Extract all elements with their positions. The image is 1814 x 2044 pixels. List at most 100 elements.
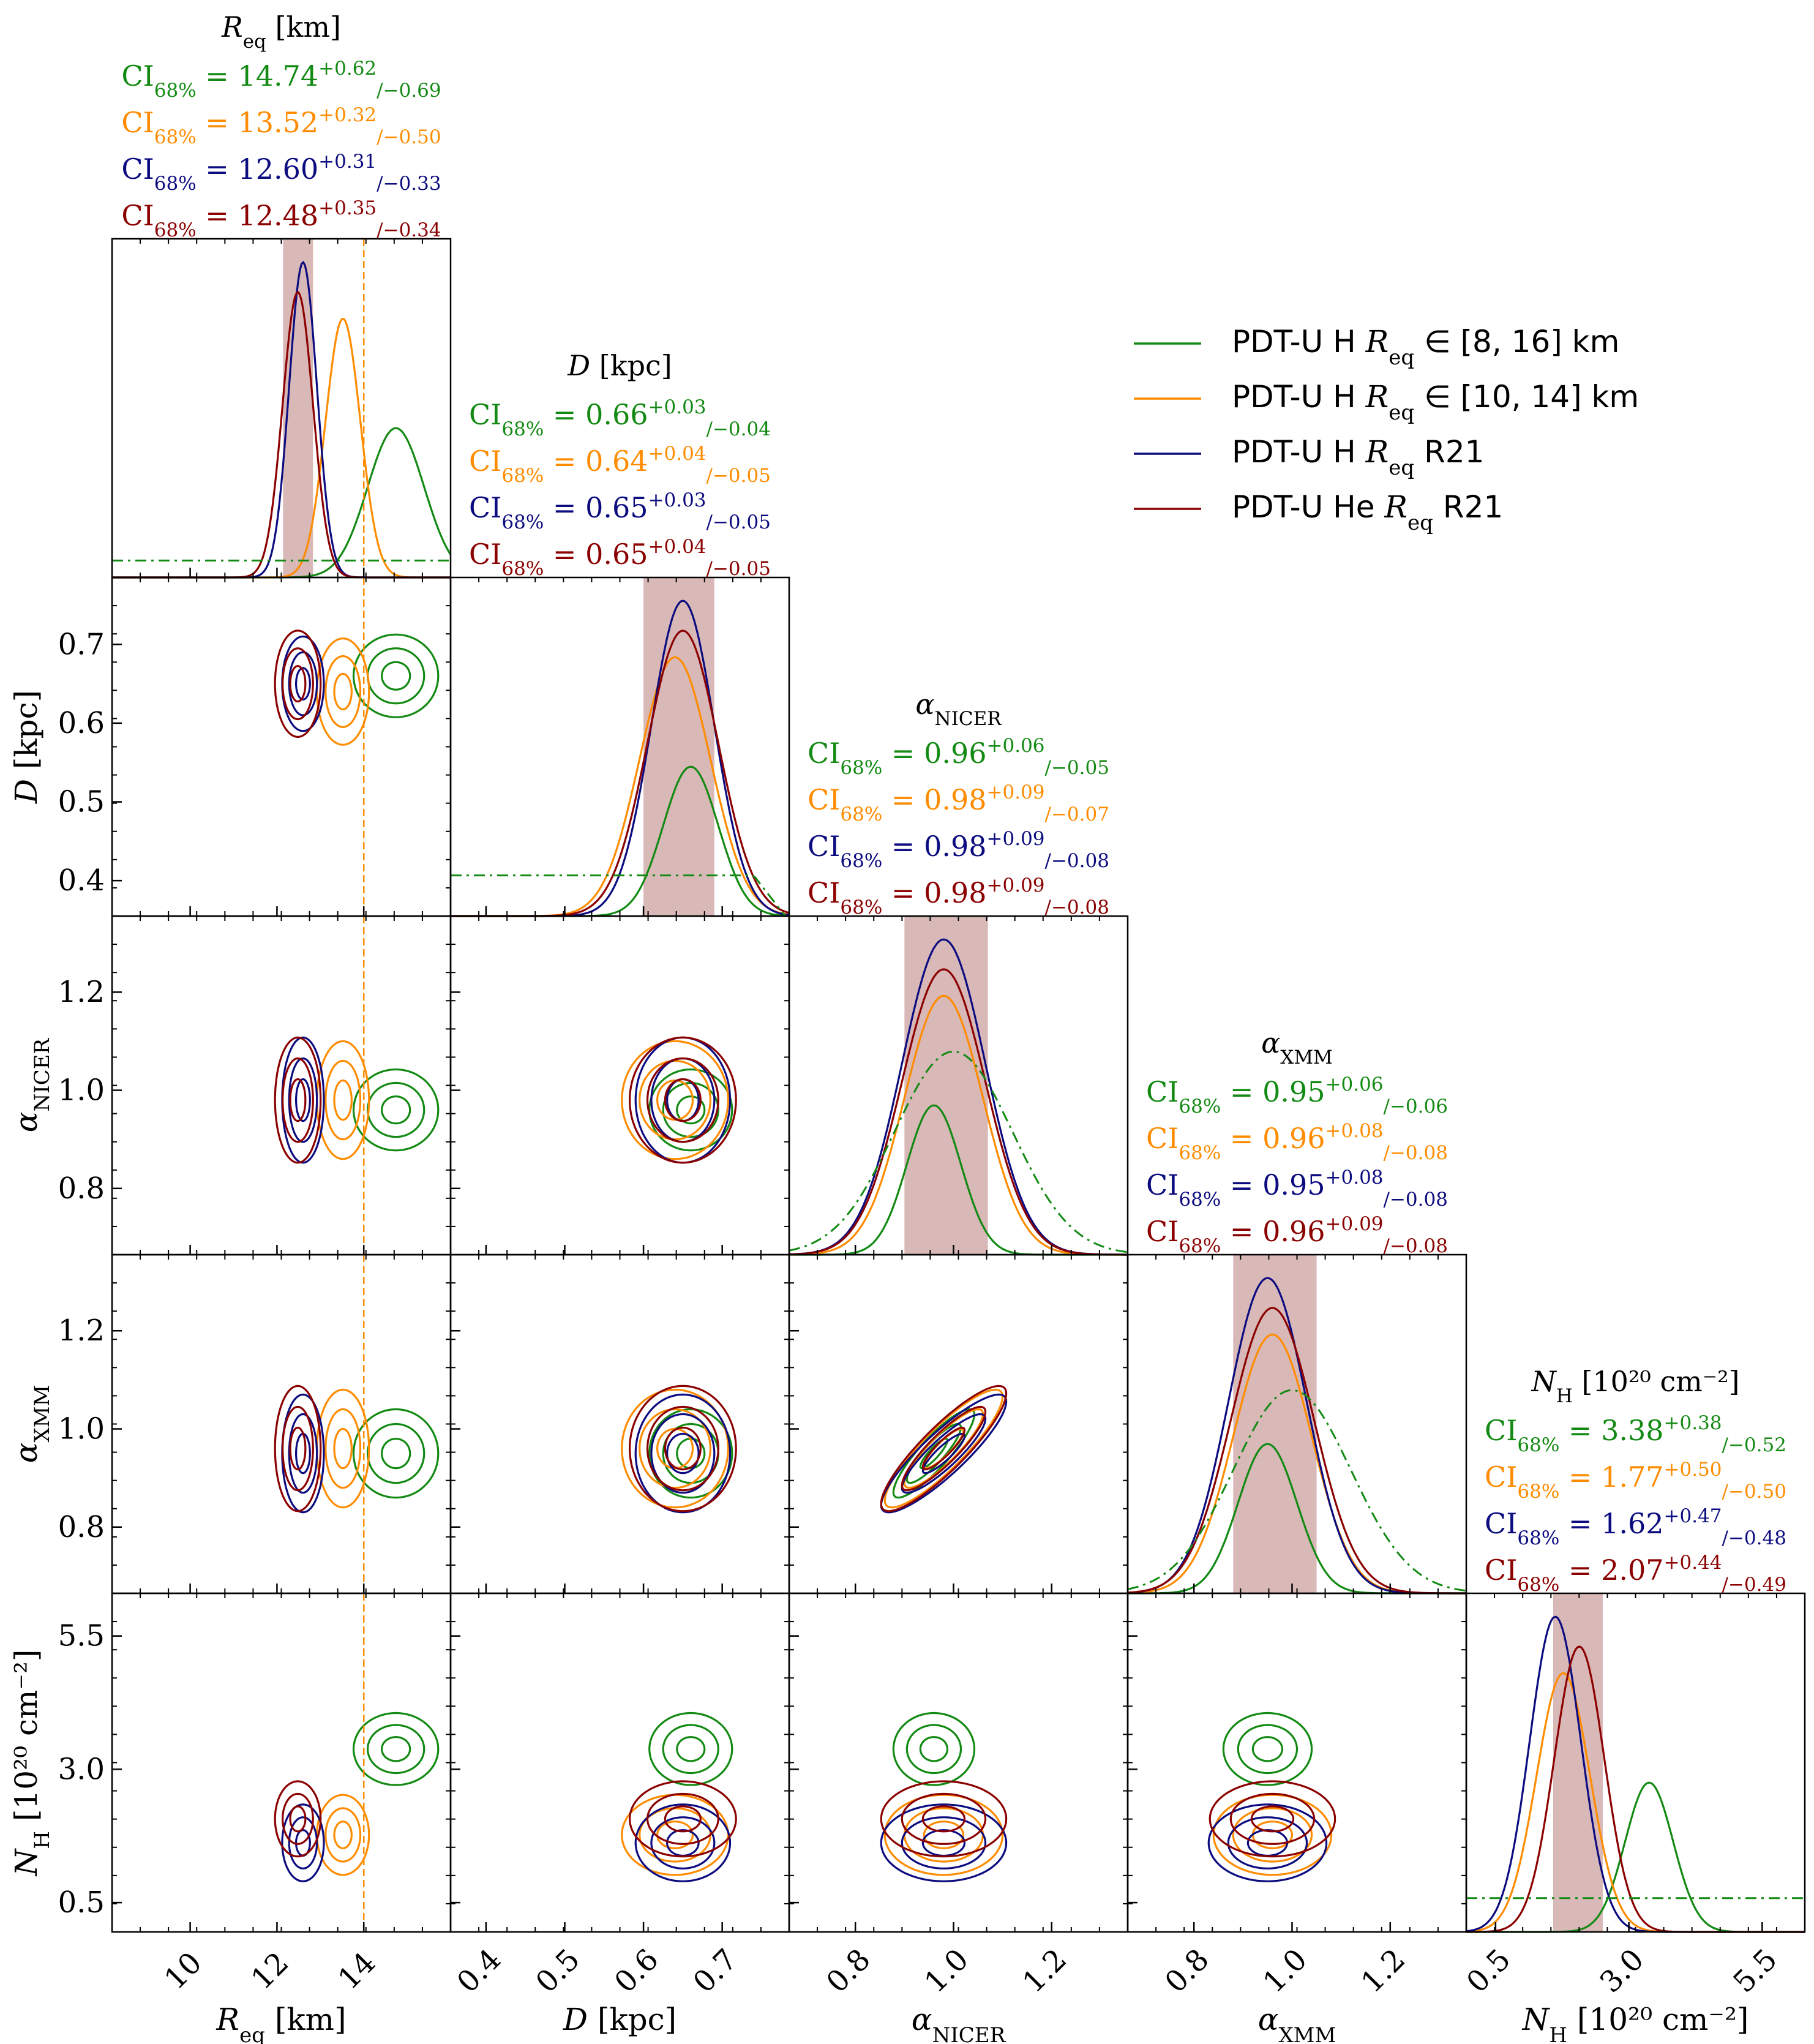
xtick-label: 14 — [331, 1945, 382, 1996]
ci-band-aX — [1233, 1255, 1317, 1593]
contour-series-2-level-1 — [333, 1820, 353, 1849]
contour-series-2-level-1 — [333, 1427, 353, 1470]
xaxis-label-D: D [kpc] — [563, 2002, 677, 2037]
xaxis-label-NH: NH [10²⁰ cm⁻²] — [1522, 2002, 1749, 2044]
contour-series-4-level-2 — [646, 1792, 719, 1845]
contour-series-4-level-3 — [628, 1385, 737, 1512]
ci-label-D-series-2: CI68% = 0.64+0.04/−0.05 — [469, 443, 771, 487]
contour-series-3-level-2 — [650, 1413, 716, 1494]
panel-4-4 — [1465, 1592, 1806, 1933]
marginal-NH-series-3 — [1466, 1615, 1805, 1933]
ci-label-R-series-4: CI68% = 12.48+0.35/−0.34 — [121, 197, 441, 241]
contour-series-4-level-2 — [1229, 1792, 1316, 1845]
ci-label-aX-series-3: CI68% = 0.95+0.08/−0.08 — [1146, 1167, 1448, 1211]
yaxis-label-text: αNICER — [9, 1037, 54, 1132]
contour-series-3-level-3 — [880, 1393, 1008, 1514]
contour-series-2-level-2 — [324, 1059, 362, 1141]
contour-series-3-level-1 — [921, 1432, 966, 1475]
contour-series-1-level-1 — [380, 1736, 411, 1762]
ci-label-D-series-4: CI68% = 0.65+0.04/−0.05 — [469, 536, 771, 580]
contour-series-4-level-2 — [281, 1057, 314, 1143]
ci-label-NH-series-2: CI68% = 1.77+0.50/−0.50 — [1485, 1459, 1786, 1503]
prior-aX — [1127, 1389, 1467, 1592]
yaxis-label-text: αXMM — [9, 1385, 54, 1463]
contour-series-4-level-1 — [921, 1805, 966, 1833]
contour-series-2-level-1 — [656, 1820, 694, 1849]
contour-series-4-level-3 — [274, 1036, 322, 1164]
contour-series-1-level-2 — [905, 1422, 962, 1484]
contours-D-aX — [621, 1385, 737, 1514]
contours-R-D — [274, 629, 440, 746]
contour-series-2-level-2 — [324, 1408, 362, 1489]
contour-series-2-level-1 — [923, 1820, 965, 1849]
ytick-label: 0.6 — [58, 706, 105, 740]
contour-series-4-level-2 — [901, 1405, 987, 1492]
contour-series-3-level-1 — [666, 1078, 700, 1122]
contour-series-3-level-1 — [666, 1432, 700, 1475]
contour-series-1-level-2 — [366, 1081, 425, 1138]
marginal-R-series-2 — [112, 317, 451, 579]
marginal-R-series-1 — [112, 427, 452, 579]
contour-series-4-level-3 — [274, 1385, 322, 1512]
contour-series-2-level-3 — [621, 1040, 729, 1160]
contour-series-1-level-2 — [366, 647, 425, 705]
contour-series-3-level-3 — [281, 1803, 325, 1882]
ci-label-NH-series-4: CI68% = 2.07+0.44/−0.49 — [1485, 1552, 1786, 1596]
ci-label-D-series-1: CI68% = 0.66+0.03/−0.04 — [469, 396, 771, 440]
xtick-label: 12 — [245, 1945, 296, 1996]
contour-series-2-level-1 — [333, 673, 353, 710]
panel-3-1 — [449, 1253, 790, 1595]
contour-series-1-level-1 — [919, 1736, 949, 1762]
panel-2-1 — [449, 915, 790, 1256]
contour-series-2-level-3 — [883, 1388, 1004, 1509]
prior-aN — [789, 1050, 1128, 1253]
contour-series-3-level-2 — [288, 1816, 318, 1869]
xtick-label: 0.5 — [1460, 1942, 1518, 2000]
xtick-label: 0.5 — [529, 1942, 587, 2000]
ci-label-NH-series-1: CI68% = 3.38+0.38/−0.52 — [1485, 1412, 1786, 1456]
contour-series-3-level-2 — [1227, 1816, 1308, 1869]
panel-4-1 — [449, 1592, 790, 1933]
ci-label-aN-series-2: CI68% = 0.98+0.09/−0.07 — [808, 781, 1109, 825]
contour-series-4-level-2 — [646, 1057, 719, 1143]
contour-series-1-level-1 — [380, 661, 411, 691]
ytick-label: 3.0 — [58, 1752, 105, 1786]
contour-series-4-level-1 — [289, 1078, 307, 1122]
legend-label-4: PDT-U He Req R21 — [1232, 489, 1503, 535]
contour-series-1-level-2 — [1237, 1724, 1299, 1775]
ytick-label: 0.8 — [58, 1171, 105, 1206]
legend-label-1: PDT-U H Req ∈ [8, 16] km — [1232, 324, 1619, 370]
contour-series-3-level-2 — [650, 1816, 716, 1869]
contours-R-aN — [274, 1036, 440, 1164]
contours-R-NH — [274, 1711, 440, 1882]
ytick-label: 0.5 — [58, 1885, 105, 1920]
contour-series-1-level-1 — [676, 1438, 706, 1470]
ytick-label: 0.4 — [58, 863, 105, 898]
xtick-label: 0.6 — [608, 1942, 665, 2000]
contour-series-3-level-3 — [880, 1803, 1008, 1882]
ytick-label: 1.2 — [58, 975, 105, 1009]
contour-series-1-level-3 — [892, 1711, 976, 1786]
panel-title-NH: NH [10²⁰ cm⁻²] — [1531, 1365, 1740, 1407]
contour-series-4-level-3 — [628, 1036, 737, 1164]
contour-series-2-level-2 — [639, 1059, 712, 1141]
xtick-label: 3.0 — [1594, 1942, 1651, 2000]
contour-series-3-level-1 — [295, 1432, 311, 1475]
contour-series-4-level-3 — [628, 1780, 737, 1858]
panel-4-0 — [111, 1592, 452, 1933]
xtick-label: 1.2 — [1016, 1942, 1074, 2000]
panel-2-0 — [111, 915, 452, 1256]
xtick-label: 0.8 — [820, 1942, 877, 2000]
ci-label-aX-series-2: CI68% = 0.96+0.08/−0.08 — [1146, 1120, 1448, 1164]
xtick-label: 0.8 — [1158, 1942, 1216, 2000]
contour-series-2-level-3 — [621, 1388, 729, 1509]
ci-band-NH — [1553, 1593, 1603, 1932]
contour-series-1-level-1 — [380, 1095, 411, 1125]
contour-series-1-level-3 — [352, 633, 440, 718]
contour-series-2-level-1 — [333, 1079, 353, 1121]
contour-series-1-level-3 — [352, 1068, 440, 1152]
panel-title-aN: αNICER — [915, 688, 1002, 730]
contour-series-2-level-2 — [324, 655, 362, 728]
contour-series-1-level-2 — [905, 1724, 962, 1775]
ytick-label: 1.0 — [58, 1073, 105, 1108]
